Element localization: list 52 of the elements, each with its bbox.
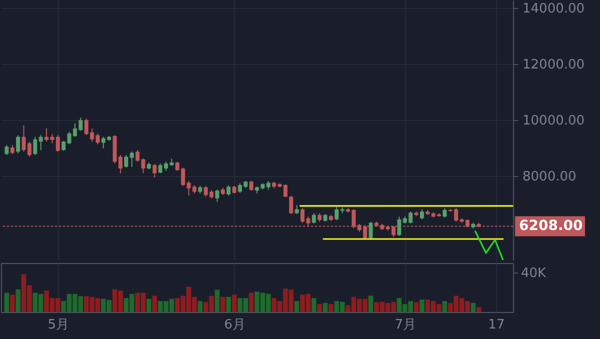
bar — [232, 294, 237, 312]
candlestick — [289, 195, 294, 215]
y-tick-label: 14000.00 — [522, 2, 585, 17]
bar — [420, 300, 424, 312]
candlestick — [249, 180, 254, 192]
bar — [317, 304, 322, 312]
bar — [322, 302, 328, 312]
candlestick — [312, 212, 316, 224]
bar — [476, 307, 482, 312]
candlestick — [56, 134, 60, 152]
bar — [226, 296, 231, 312]
bar — [146, 298, 152, 312]
x-tick-label: 5月 — [48, 318, 70, 332]
text: 40K — [521, 266, 547, 281]
x-tick-label: 6月 — [224, 318, 246, 332]
y-tick-label: 8000.00 — [522, 170, 576, 185]
candlestick — [62, 140, 66, 152]
bar — [152, 296, 157, 312]
bar — [214, 290, 220, 312]
candlestick — [130, 151, 134, 168]
bar — [16, 289, 20, 312]
line-series — [474, 230, 504, 260]
ref-line-label: 6208.00 — [519, 218, 584, 234]
bar — [442, 301, 448, 312]
x-tick-label: 7月 — [394, 318, 416, 332]
candlestick — [397, 216, 402, 236]
bar — [414, 302, 419, 312]
bar — [220, 296, 226, 312]
bar — [368, 296, 374, 312]
bar — [198, 301, 203, 312]
bar — [294, 301, 300, 312]
bar — [248, 292, 254, 312]
candlestick — [16, 134, 20, 154]
candlestick — [420, 208, 424, 220]
candlestick — [124, 154, 128, 168]
candlestick — [226, 184, 231, 196]
candlestick — [38, 134, 43, 151]
candlestick — [368, 221, 373, 240]
candlestick — [152, 164, 157, 178]
bar — [10, 294, 15, 312]
bar — [328, 304, 334, 312]
candlestick — [442, 208, 447, 218]
bar — [311, 298, 316, 312]
y-tick-label: 10000.00 — [522, 114, 585, 129]
candlestick — [215, 188, 220, 202]
candlestick — [334, 206, 339, 220]
candlestick — [33, 136, 38, 156]
bar — [4, 292, 10, 312]
bar — [470, 302, 476, 312]
y-tick-label: 12000.00 — [522, 58, 585, 73]
x-tick-label: 17 — [488, 318, 505, 332]
candlestick — [4, 144, 9, 156]
